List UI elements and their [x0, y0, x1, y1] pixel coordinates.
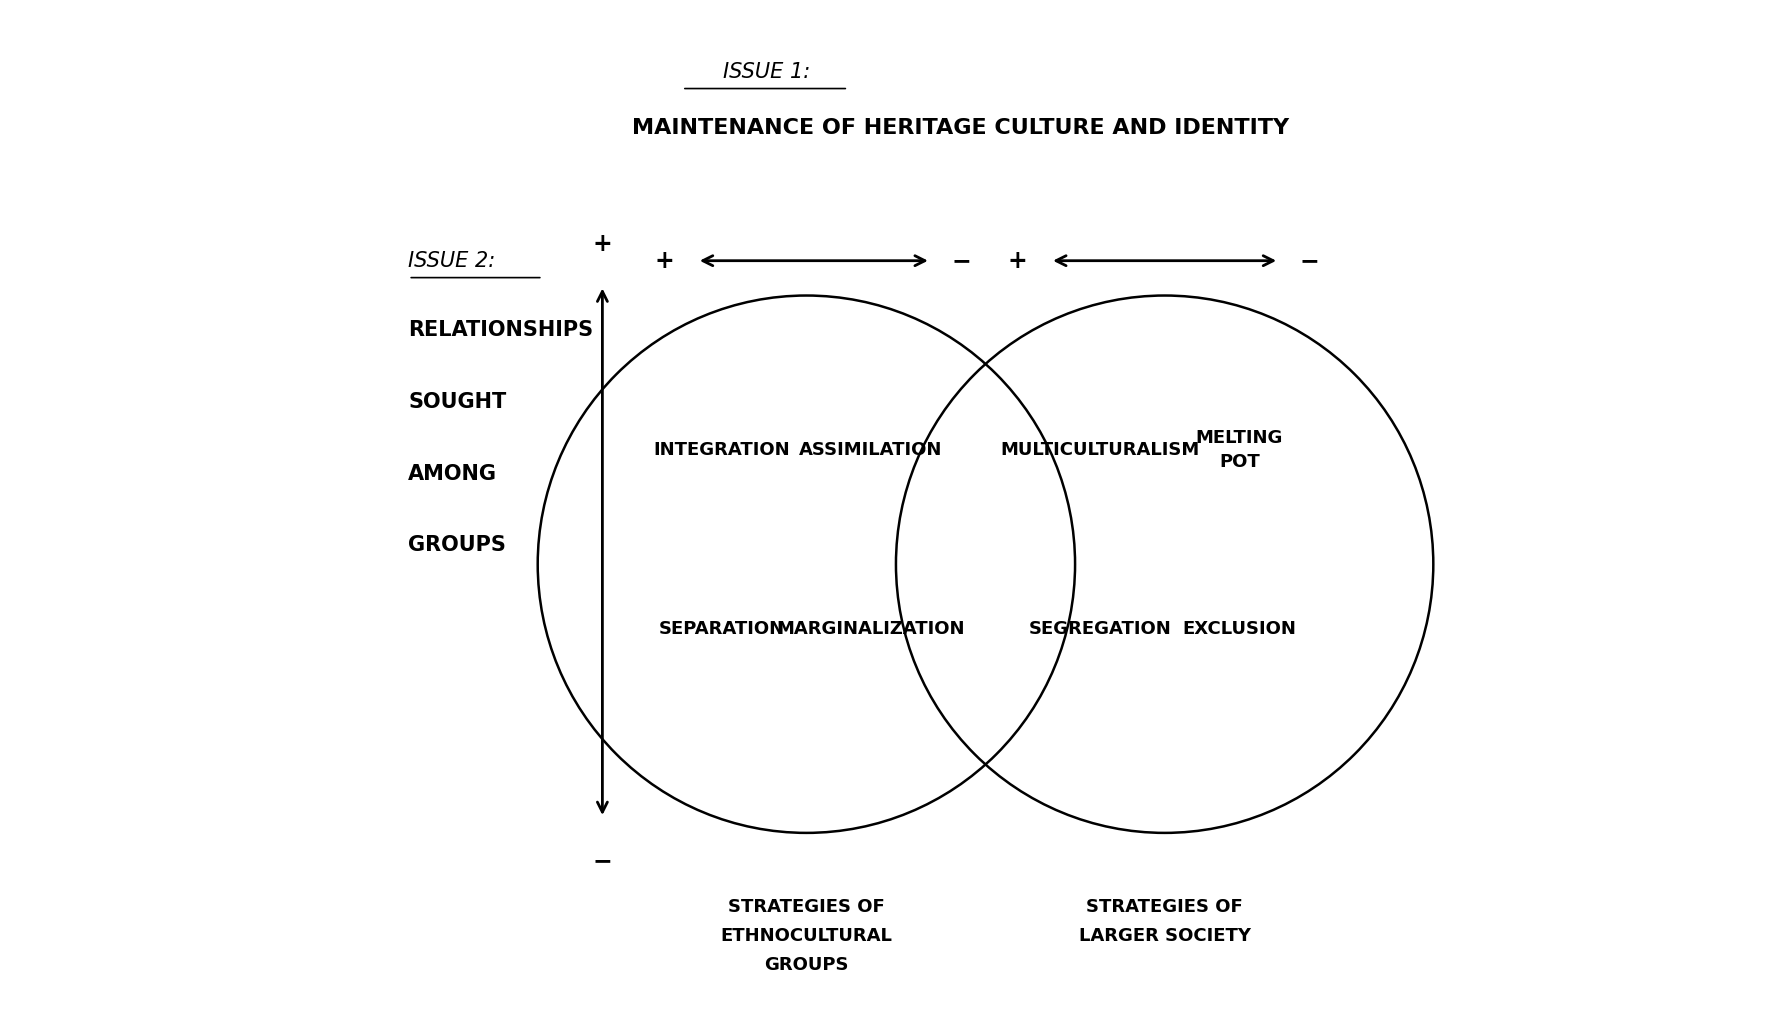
Text: +: +: [1008, 248, 1028, 272]
Text: −: −: [952, 248, 971, 272]
Text: ISSUE 2:: ISSUE 2:: [408, 250, 496, 270]
Text: ISSUE 1:: ISSUE 1:: [723, 62, 810, 82]
Text: +: +: [592, 232, 613, 255]
Text: +: +: [654, 248, 673, 272]
Text: MELTING
POT: MELTING POT: [1196, 429, 1283, 470]
Text: STRATEGIES OF
LARGER SOCIETY: STRATEGIES OF LARGER SOCIETY: [1079, 898, 1251, 944]
Text: STRATEGIES OF
ETHNOCULTURAL
GROUPS: STRATEGIES OF ETHNOCULTURAL GROUPS: [721, 898, 893, 974]
Text: AMONG: AMONG: [408, 464, 498, 483]
Text: SEGREGATION: SEGREGATION: [1028, 620, 1171, 638]
Text: ASSIMILATION: ASSIMILATION: [799, 441, 943, 459]
Text: SOUGHT: SOUGHT: [408, 393, 507, 412]
Text: −: −: [1301, 248, 1320, 272]
Text: RELATIONSHIPS: RELATIONSHIPS: [408, 320, 594, 340]
Text: MULTICULTURALISM: MULTICULTURALISM: [1001, 441, 1200, 459]
Text: GROUPS: GROUPS: [408, 536, 507, 555]
Text: MAINTENANCE OF HERITAGE CULTURE AND IDENTITY: MAINTENANCE OF HERITAGE CULTURE AND IDEN…: [633, 118, 1290, 138]
Text: MARGINALIZATION: MARGINALIZATION: [776, 620, 966, 638]
Text: SEPARATION: SEPARATION: [659, 620, 785, 638]
Text: INTEGRATION: INTEGRATION: [654, 441, 790, 459]
Text: −: −: [592, 849, 613, 873]
Text: EXCLUSION: EXCLUSION: [1182, 620, 1295, 638]
